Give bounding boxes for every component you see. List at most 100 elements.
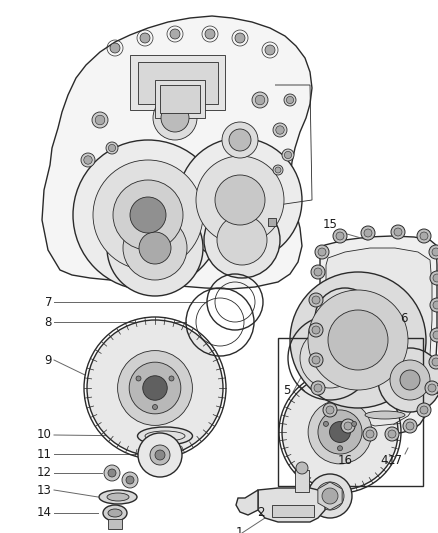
Text: 5: 5 [283,384,290,397]
Polygon shape [318,482,342,510]
Circle shape [361,226,375,240]
Circle shape [394,228,402,236]
Circle shape [430,271,438,285]
Circle shape [326,406,334,414]
Ellipse shape [108,509,122,517]
Circle shape [433,331,438,339]
Circle shape [276,126,284,134]
Circle shape [403,419,417,433]
Circle shape [338,446,343,451]
Circle shape [344,422,352,430]
Circle shape [308,474,352,518]
Circle shape [229,129,251,151]
Circle shape [316,482,344,510]
Circle shape [113,180,183,250]
Text: 15: 15 [322,219,337,231]
Text: 14: 14 [37,506,52,520]
Circle shape [314,268,322,276]
Circle shape [323,422,328,426]
Circle shape [328,310,388,370]
Circle shape [290,272,426,408]
Circle shape [420,406,428,414]
Circle shape [296,462,308,474]
Circle shape [366,430,374,438]
Ellipse shape [103,505,127,521]
Circle shape [341,419,355,433]
Circle shape [140,33,150,43]
Circle shape [84,156,92,164]
Bar [130,55,225,110]
Text: 7: 7 [45,295,52,309]
Circle shape [364,229,372,237]
Circle shape [136,376,141,381]
Circle shape [222,122,258,158]
Circle shape [433,274,438,282]
Circle shape [205,29,215,39]
Circle shape [432,248,438,256]
Circle shape [122,472,138,488]
Circle shape [312,296,320,304]
Circle shape [312,326,320,334]
Circle shape [235,33,245,43]
Circle shape [430,328,438,342]
Circle shape [308,400,372,464]
Circle shape [282,149,294,161]
Circle shape [92,112,108,128]
Circle shape [130,197,166,233]
Circle shape [322,488,338,504]
Text: 1: 1 [236,527,244,533]
Circle shape [420,232,428,240]
Circle shape [312,356,320,364]
Circle shape [417,403,431,417]
Circle shape [129,362,181,414]
Bar [138,62,218,104]
Circle shape [284,151,292,159]
Circle shape [108,144,116,151]
Bar [160,85,200,113]
Circle shape [107,200,203,296]
Circle shape [311,381,325,395]
Circle shape [170,29,180,39]
Ellipse shape [99,490,137,504]
Circle shape [95,115,105,125]
Circle shape [150,445,170,465]
Circle shape [433,301,438,309]
Text: 10: 10 [37,429,52,441]
Polygon shape [316,236,437,434]
Circle shape [123,216,187,280]
Bar [268,218,276,226]
Text: 2: 2 [258,505,265,519]
Bar [272,505,314,517]
Circle shape [284,94,296,106]
Circle shape [333,229,347,243]
Circle shape [390,360,430,400]
Circle shape [215,175,265,225]
Polygon shape [322,248,432,426]
Ellipse shape [365,411,405,419]
Circle shape [178,138,302,262]
Circle shape [139,232,171,264]
Circle shape [104,465,120,481]
Circle shape [309,323,323,337]
Circle shape [138,433,182,477]
Circle shape [282,374,398,490]
Text: 11: 11 [37,448,52,461]
Circle shape [378,348,438,412]
Circle shape [352,422,357,426]
Text: 13: 13 [37,483,52,497]
Circle shape [275,167,281,173]
Circle shape [273,123,287,137]
Circle shape [400,370,420,390]
Text: 17: 17 [388,454,403,466]
Circle shape [87,320,223,456]
Circle shape [323,403,337,417]
Polygon shape [236,490,258,515]
Circle shape [329,422,350,442]
Circle shape [93,160,203,270]
Text: 16: 16 [338,454,353,466]
Bar [108,519,122,529]
Circle shape [363,427,377,441]
Text: 9: 9 [45,353,52,367]
Circle shape [388,430,396,438]
Circle shape [314,384,322,392]
